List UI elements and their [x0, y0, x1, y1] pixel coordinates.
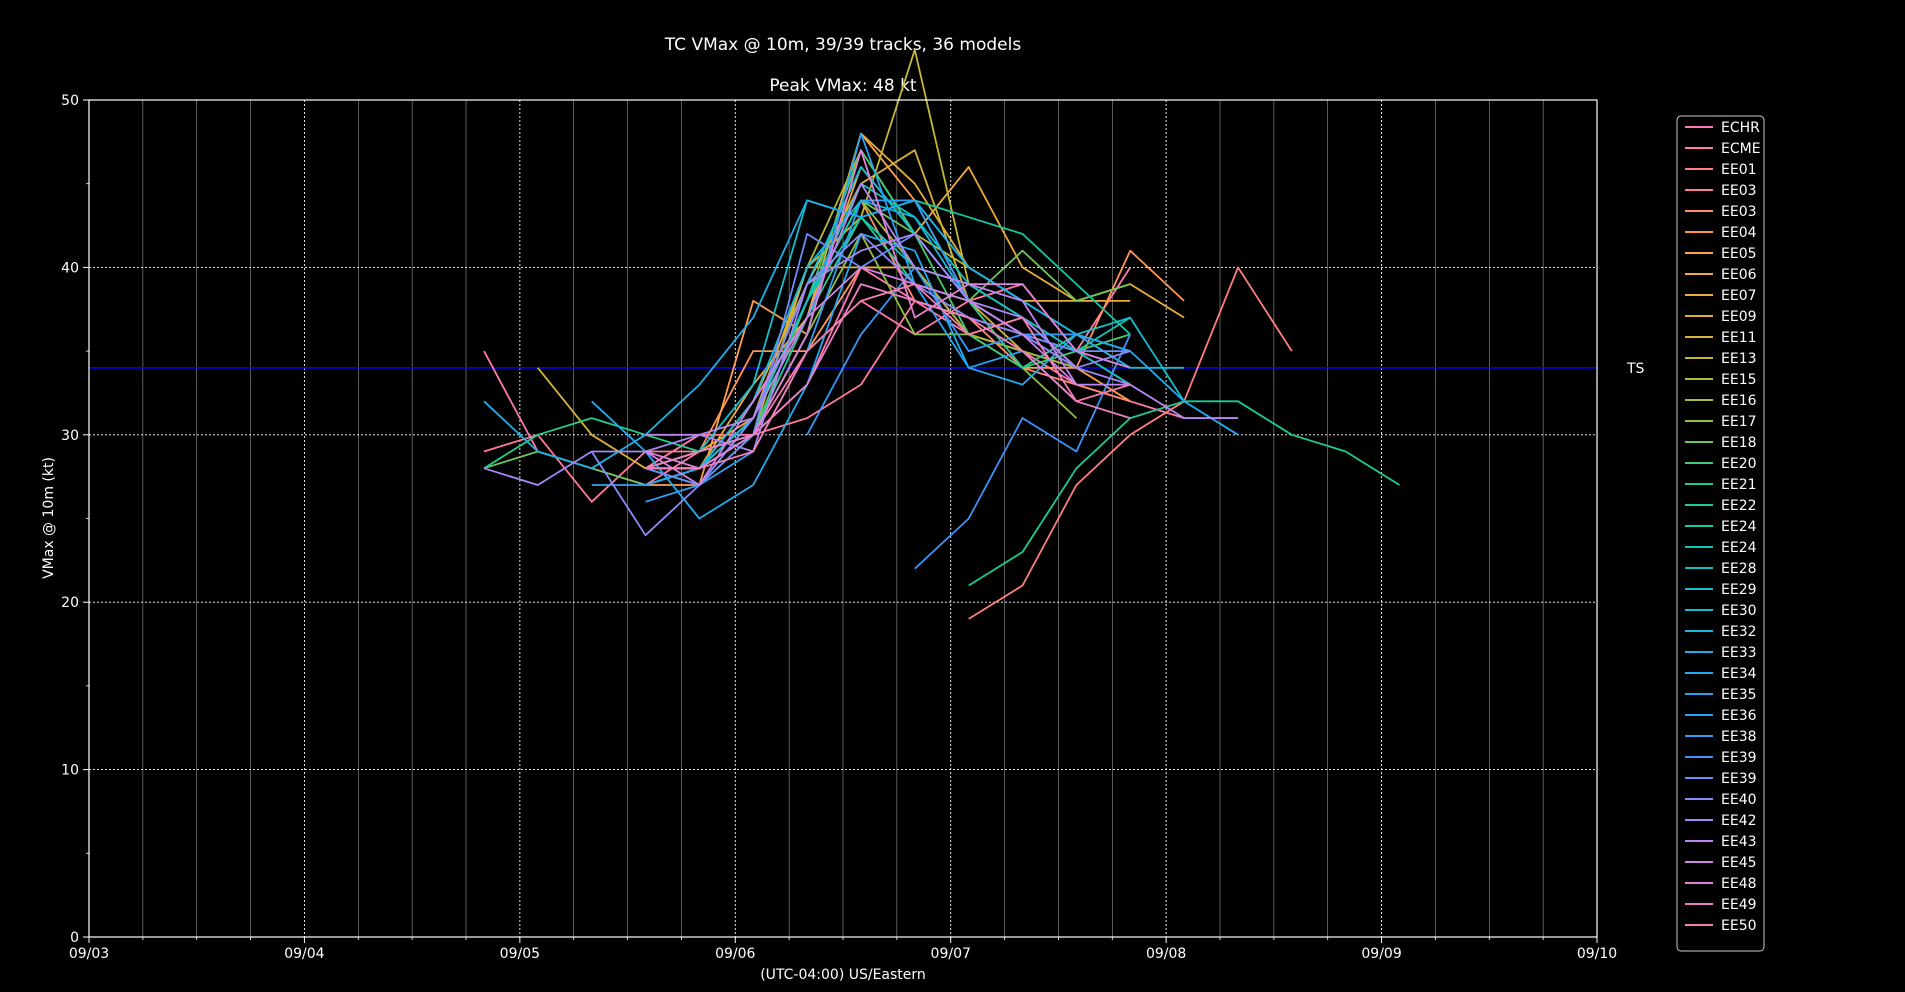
- legend-label: EE32: [1721, 624, 1757, 640]
- y-tick-label: 0: [70, 930, 79, 946]
- legend-label: EE03: [1721, 183, 1757, 199]
- series-line-ee50: [645, 283, 1131, 470]
- legend-label: EE01: [1721, 162, 1757, 178]
- x-axis-ticks: 09/03 09/04 09/05 09/06 09/07 09/08 09/09 09/10: [69, 937, 1617, 962]
- legend-label: EE42: [1721, 813, 1757, 829]
- y-tick-label: 20: [61, 595, 79, 611]
- legend-label: EE24: [1721, 540, 1757, 556]
- legend-label: EE06: [1721, 267, 1757, 283]
- series-line-ee01: [968, 266, 1293, 620]
- x-tick-label: 09/03: [69, 946, 109, 962]
- legend-label: EE15: [1721, 372, 1757, 388]
- y-tick-label: 30: [61, 428, 79, 444]
- legend-label: EE29: [1721, 582, 1757, 598]
- legend-label: EE20: [1721, 456, 1757, 472]
- legend-label: EE48: [1721, 876, 1757, 892]
- legend-label: EE03: [1721, 204, 1757, 220]
- y-tick-label: 40: [61, 260, 79, 276]
- legend-label: EE49: [1721, 897, 1757, 913]
- legend-label: EE50: [1721, 918, 1757, 934]
- x-tick-label: 09/08: [1146, 946, 1186, 962]
- legend-label: EE11: [1721, 330, 1757, 346]
- series-line-ee43: [645, 182, 1238, 436]
- legend-label: EE17: [1721, 414, 1757, 430]
- x-axis-label: (UTC-04:00) US/Eastern: [760, 967, 926, 983]
- x-tick-label: 09/05: [500, 946, 540, 962]
- x-tick-label: 09/10: [1577, 946, 1617, 962]
- legend-label: EE28: [1721, 561, 1757, 577]
- series-lines: [483, 48, 1400, 620]
- legend-label: EE09: [1721, 309, 1757, 325]
- series-line-ee39: [914, 334, 1132, 570]
- legend-label: EE16: [1721, 393, 1757, 409]
- series-line-ee48: [645, 149, 1131, 470]
- x-tick-label: 09/09: [1361, 946, 1401, 962]
- legend-label: EE39: [1721, 750, 1757, 766]
- chart-title: TC VMax @ 10m, 39/39 tracks, 36 models: [664, 35, 1022, 55]
- legend-label: EE35: [1721, 687, 1757, 703]
- legend-label: EE40: [1721, 792, 1757, 808]
- legend-label: EE13: [1721, 351, 1757, 367]
- legend-label: EE21: [1721, 477, 1757, 493]
- legend-label: ECME: [1721, 141, 1761, 157]
- legend-label: EE04: [1721, 225, 1757, 241]
- ts-reference-label: TS: [1626, 361, 1645, 377]
- legend-label: EE24: [1721, 519, 1757, 535]
- legend-label: EE39: [1721, 771, 1757, 787]
- y-tick-label: 50: [61, 93, 79, 109]
- legend-label: EE18: [1721, 435, 1757, 451]
- x-tick-label: 09/07: [931, 946, 971, 962]
- legend-label: EE22: [1721, 498, 1757, 514]
- legend-label: ECHR: [1721, 120, 1760, 136]
- y-axis-ticks: 0 10 20 30 40 50: [61, 93, 89, 946]
- legend-frame: [1676, 115, 1765, 952]
- legend-label: EE43: [1721, 834, 1757, 850]
- x-tick-label: 09/04: [284, 946, 324, 962]
- legend-label: EE45: [1721, 855, 1757, 871]
- y-axis-label: VMax @ 10m (kt): [41, 457, 57, 579]
- legend-label: EE30: [1721, 603, 1757, 619]
- legend-label: EE33: [1721, 645, 1757, 661]
- legend-label: EE38: [1721, 729, 1757, 745]
- legend-label: EE34: [1721, 666, 1757, 682]
- y-tick-label: 10: [61, 763, 79, 779]
- legend-label: EE05: [1721, 246, 1757, 262]
- chart-subtitle: Peak VMax: 48 kt: [769, 76, 917, 96]
- x-tick-label: 09/06: [715, 946, 755, 962]
- legend: ECHR ECME EE01 EE03 EE03 EE04 EE05 EE06 EE07 EE09…: [1676, 115, 1765, 952]
- legend-label: EE36: [1721, 708, 1757, 724]
- legend-label: EE07: [1721, 288, 1757, 304]
